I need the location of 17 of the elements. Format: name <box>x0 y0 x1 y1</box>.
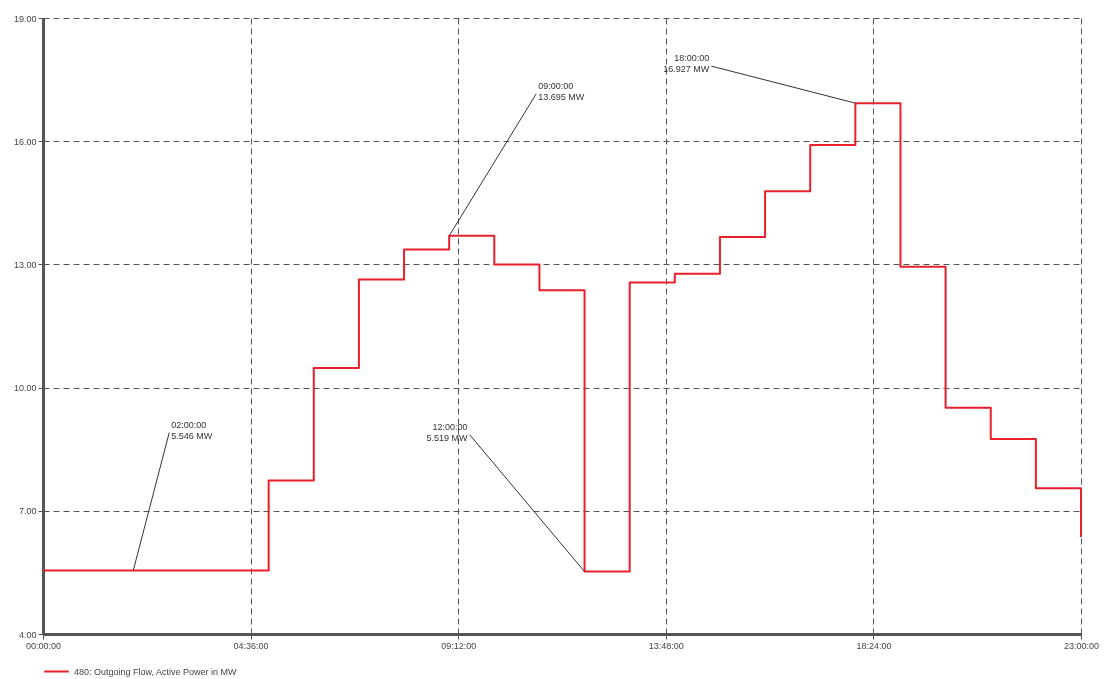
x-tick-label: 13:48:00 <box>648 640 684 651</box>
annotation: 02:00:00 5.546 MW <box>171 419 213 441</box>
x-tick-label: 04:36:00 <box>233 640 269 651</box>
y-tick-label: 13.00 <box>13 259 37 270</box>
x-tick-label: 09:12:00 <box>441 640 477 651</box>
annotation: 18:00:00 16.927 MW <box>663 53 710 75</box>
y-tick-label: 16.00 <box>13 136 37 147</box>
y-tick-label: 4.00 <box>18 629 37 640</box>
x-tick-label: 23:00:00 <box>1063 640 1100 651</box>
annotation: 09:00:00 13.695 MW <box>538 80 585 102</box>
x-tick-label: 18:24:00 <box>856 640 892 651</box>
y-tick-label: 10.00 <box>13 383 37 394</box>
annotation: 12:00:00 5.519 MW <box>426 421 469 443</box>
y-tick-label: 19.00 <box>13 13 37 24</box>
y-tick-label: 7.00 <box>18 506 37 517</box>
legend-label: 480: Outgoing Flow, Active Power in MW <box>74 666 238 677</box>
x-tick-label: 00:00:00 <box>25 640 62 651</box>
